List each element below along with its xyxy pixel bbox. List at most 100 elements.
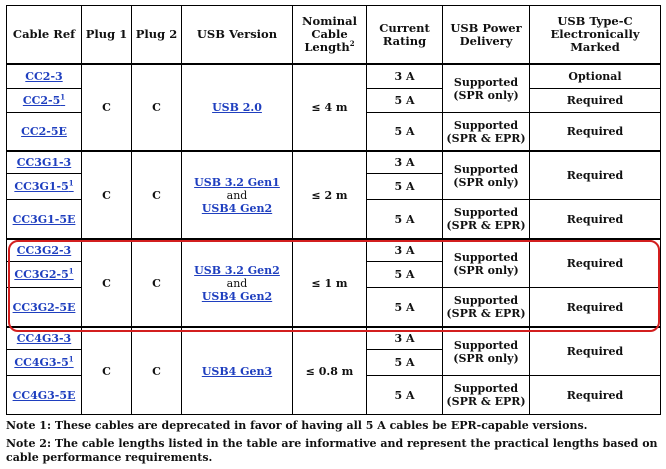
power-delivery-cell: Supported (SPR & EPR) <box>442 375 530 415</box>
plug2-cell: C <box>131 326 182 415</box>
current-rating-cell: 3 A <box>366 238 443 262</box>
marked-cell: Optional <box>529 63 661 89</box>
usb-version-and: and <box>226 276 248 290</box>
cable-ref-link[interactable]: CC4G3-51 <box>14 354 74 369</box>
cable-ref-link[interactable]: CC3G2-3 <box>16 244 72 257</box>
header-current-rating: Current Rating <box>366 5 443 65</box>
usb-version-cell: USB 3.2 Gen1 and USB4 Gen2 <box>181 150 293 240</box>
current-rating-cell: 5 A <box>366 199 443 240</box>
table-row: CC3G1-51 5 A <box>6 173 661 200</box>
usb-version-and: and <box>226 188 248 202</box>
table-row: CC3G1-3 C C USB 3.2 Gen1 and USB4 Gen2 ≤… <box>6 150 661 240</box>
table-row: CC3G2-5E 5 A Supported (SPR & EPR) Requir… <box>6 287 661 328</box>
note-2: Note 2: The cable lengths listed in the … <box>6 437 658 464</box>
power-delivery-cell: Supported (SPR & EPR) <box>442 199 530 240</box>
cable-table-section: Cable Ref Plug 1 Plug 2 USB Version Nomi… <box>6 5 661 469</box>
cable-ref-cell: CC3G1-51 <box>6 173 82 200</box>
cable-length-cell: ≤ 4 m <box>292 63 367 152</box>
plug2-cell: C <box>131 150 182 240</box>
cable-length-cell: ≤ 0.8 m <box>292 326 367 415</box>
cable-ref-link[interactable]: CC2-51 <box>22 92 66 107</box>
table-row: CC4G3-51 5 A <box>6 349 661 376</box>
table-row: CC3G2-3 C C USB 3.2 Gen2 and USB4 Gen2 ≤… <box>6 238 661 328</box>
footnote-2-marker: 2 <box>349 39 355 49</box>
cable-ref-cell: CC4G3-5E <box>6 375 82 415</box>
cable-table: Cable Ref Plug 1 Plug 2 USB Version Nomi… <box>6 5 661 415</box>
cable-ref-cell: CC3G1-3 <box>6 150 82 174</box>
power-delivery-cell: Supported (SPR only) <box>442 150 530 200</box>
table-row: CC2-3 C C USB 2.0 ≤ 4 m 3 A Supported (SP… <box>6 63 661 152</box>
cable-ref-cell: CC2-51 <box>6 88 82 113</box>
cable-ref-link[interactable]: CC3G1-5E <box>12 212 76 226</box>
plug1-cell: C <box>81 326 132 415</box>
cable-ref-link[interactable]: CC2-3 <box>25 70 63 83</box>
current-rating-cell: 3 A <box>366 63 443 89</box>
plug1-cell: C <box>81 238 132 328</box>
table-row: CC2-51 5 A Required <box>6 88 661 113</box>
header-electronically-marked: USB Type-C Electronically Marked <box>529 5 661 65</box>
header-usb-version: USB Version <box>181 5 293 65</box>
cable-ref-link[interactable]: CC3G1-51 <box>14 178 74 193</box>
header-nominal-length: Nominal Cable Length2 <box>292 5 367 65</box>
usb-version-cell: USB 3.2 Gen2 and USB4 Gen2 <box>181 238 293 328</box>
marked-cell: Required <box>529 326 661 376</box>
table-notes: Note 1: These cables are deprecated in f… <box>6 419 660 465</box>
note-1: Note 1: These cables are deprecated in f… <box>6 419 588 432</box>
plug1-cell: C <box>81 150 132 240</box>
usb-version-link[interactable]: USB4 Gen2 <box>201 201 273 215</box>
marked-cell: Required <box>529 238 661 288</box>
power-delivery-cell: Supported (SPR & EPR) <box>442 287 530 328</box>
cable-ref-cell: CC3G2-51 <box>6 261 82 288</box>
current-rating-cell: 3 A <box>366 326 443 350</box>
cable-ref-link[interactable]: CC4G3-5E <box>12 388 76 402</box>
footnote-1-marker: 1 <box>68 354 74 364</box>
current-rating-cell: 5 A <box>366 88 443 113</box>
cable-ref-cell: CC2-3 <box>6 63 82 89</box>
marked-cell: Required <box>529 375 661 415</box>
cable-ref-link[interactable]: CC4G3-3 <box>16 332 72 345</box>
cable-ref-cell: CC3G1-5E <box>6 199 82 240</box>
cable-length-cell: ≤ 2 m <box>292 150 367 240</box>
marked-cell: Required <box>529 199 661 240</box>
cable-length-cell: ≤ 1 m <box>292 238 367 328</box>
marked-cell: Required <box>529 88 661 113</box>
header-plug2: Plug 2 <box>131 5 182 65</box>
cable-ref-cell: CC4G3-3 <box>6 326 82 350</box>
current-rating-cell: 5 A <box>366 112 443 152</box>
usb-version-link[interactable]: USB 2.0 <box>212 101 262 114</box>
cable-ref-link[interactable]: CC2-5E <box>21 125 67 138</box>
cable-ref-cell: CC3G2-5E <box>6 287 82 328</box>
cable-ref-cell: CC3G2-3 <box>6 238 82 262</box>
footnote-1-marker: 1 <box>68 266 74 276</box>
plug2-cell: C <box>131 238 182 328</box>
header-cable-ref: Cable Ref <box>6 5 82 65</box>
header-plug1: Plug 1 <box>81 5 132 65</box>
usb-version-link[interactable]: USB4 Gen2 <box>201 289 273 303</box>
cable-ref-cell: CC2-5E <box>6 112 82 152</box>
usb-version-link[interactable]: USB 3.2 Gen1 <box>194 175 280 189</box>
footnote-1-marker: 1 <box>68 178 74 188</box>
power-delivery-cell: Supported (SPR only) <box>442 326 530 376</box>
current-rating-cell: 5 A <box>366 173 443 200</box>
power-delivery-cell: Supported (SPR & EPR) <box>442 112 530 152</box>
plug1-cell: C <box>81 63 132 152</box>
current-rating-cell: 5 A <box>366 349 443 376</box>
usb-version-cell: USB 2.0 <box>181 63 293 152</box>
table-row: CC4G3-5E 5 A Supported (SPR & EPR) Requir… <box>6 375 661 415</box>
usb-version-cell: USB4 Gen3 <box>181 326 293 415</box>
footnote-1-marker: 1 <box>60 92 66 102</box>
cable-ref-link[interactable]: CC3G2-51 <box>14 266 74 281</box>
current-rating-cell: 5 A <box>366 287 443 328</box>
cable-ref-link[interactable]: CC3G2-5E <box>12 300 76 314</box>
usb-version-link[interactable]: USB 3.2 Gen2 <box>194 263 280 277</box>
current-rating-cell: 5 A <box>366 375 443 415</box>
current-rating-cell: 3 A <box>366 150 443 174</box>
cable-ref-link[interactable]: CC3G1-3 <box>16 156 72 169</box>
cable-ref-cell: CC4G3-51 <box>6 349 82 376</box>
marked-cell: Required <box>529 150 661 200</box>
header-row: Cable Ref Plug 1 Plug 2 USB Version Nomi… <box>6 5 661 65</box>
current-rating-cell: 5 A <box>366 261 443 288</box>
usb-version-link[interactable]: USB4 Gen3 <box>201 364 273 378</box>
plug2-cell: C <box>131 63 182 152</box>
header-power-delivery: USB Power Delivery <box>442 5 530 65</box>
